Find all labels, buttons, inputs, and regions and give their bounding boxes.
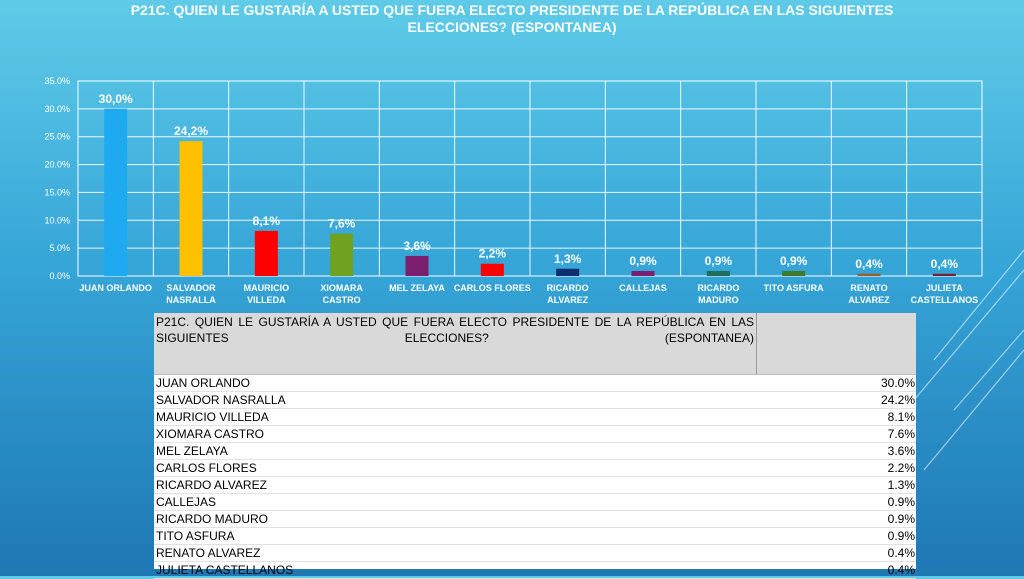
bar-layer bbox=[104, 108, 956, 276]
bar-chart: 0.0% 5.0% 10.0% 15.0% 20.0% 25.0% 30.0% 35.0% 30… bbox=[44, 76, 983, 305]
table-row: SALVADOR NASRALLA 24.2% bbox=[154, 392, 916, 409]
bar bbox=[706, 270, 730, 276]
row-percentage: 2.2% bbox=[887, 461, 915, 475]
table-row: RICARDO MADURO 0.9% bbox=[154, 511, 916, 528]
row-percentage: 0.9% bbox=[887, 529, 915, 543]
table-row: CARLOS FLORES 2.2% bbox=[154, 460, 916, 477]
y-tick-label: 30.0% bbox=[44, 104, 70, 114]
bar bbox=[782, 270, 806, 276]
category-label: NASRALLA bbox=[166, 295, 216, 305]
chart-title: P21C. QUIEN LE GUSTARÍA A USTED QUE FUER… bbox=[130, 2, 894, 35]
category-label: MAURICIO bbox=[244, 283, 290, 293]
data-label: 0,4% bbox=[855, 257, 883, 271]
table-header: P21C. QUIEN LE GUSTARÍA A USTED QUE FUER… bbox=[154, 313, 916, 375]
category-label: TITO ASFURA bbox=[764, 283, 824, 293]
label-layer: 0.0% 5.0% 10.0% 15.0% 20.0% 25.0% 30.0% 35.0% 30… bbox=[44, 76, 978, 305]
row-candidate-name: JUAN ORLANDO bbox=[156, 376, 251, 390]
bar bbox=[631, 270, 655, 276]
table-row: JUAN ORLANDO 30.0% bbox=[154, 375, 916, 392]
bar bbox=[254, 230, 278, 276]
table-row: CALLEJAS 0.9% bbox=[154, 494, 916, 511]
data-label: 0,9% bbox=[629, 254, 657, 268]
category-label: ALVAREZ bbox=[848, 295, 890, 305]
row-percentage: 0.9% bbox=[887, 495, 915, 509]
row-percentage: 3.6% bbox=[887, 444, 915, 458]
table-row: TITO ASFURA 0.9% bbox=[154, 528, 916, 545]
row-candidate-name: TITO ASFURA bbox=[156, 529, 235, 543]
bar bbox=[405, 255, 429, 276]
table-row: RENATO ALVAREZ 0.4% bbox=[154, 545, 916, 562]
category-label: MEL ZELAYA bbox=[389, 283, 445, 293]
category-label: CASTELLANOS bbox=[911, 295, 979, 305]
row-percentage: 0.4% bbox=[887, 546, 915, 560]
row-candidate-name: XIOMARA CASTRO bbox=[156, 427, 265, 441]
row-candidate-name: MAURICIO VILLEDA bbox=[156, 410, 269, 424]
row-candidate-name: JULIETA CASTELLANOS bbox=[156, 563, 294, 577]
data-label: 0,9% bbox=[705, 254, 733, 268]
category-label: RICARDO bbox=[697, 283, 739, 293]
row-candidate-name: MEL ZELAYA bbox=[156, 444, 228, 458]
data-label: 0,9% bbox=[780, 254, 808, 268]
y-tick-label: 10.0% bbox=[44, 215, 70, 225]
table-row: XIOMARA CASTRO 7.6% bbox=[154, 426, 916, 443]
category-label: CARLOS FLORES bbox=[454, 283, 531, 293]
y-tick-label: 25.0% bbox=[44, 132, 70, 142]
data-label: 8,1% bbox=[253, 214, 281, 228]
category-label: MADURO bbox=[698, 295, 739, 305]
bar bbox=[330, 233, 354, 276]
category-label: VILLEDA bbox=[247, 295, 286, 305]
category-label: RICARDO bbox=[547, 283, 589, 293]
row-percentage: 7.6% bbox=[887, 427, 915, 441]
data-label: 2,2% bbox=[479, 247, 507, 261]
row-candidate-name: SALVADOR NASRALLA bbox=[156, 393, 286, 407]
category-label: CALLEJAS bbox=[619, 283, 667, 293]
y-tick-label: 15.0% bbox=[44, 187, 70, 197]
y-tick-label: 20.0% bbox=[44, 160, 70, 170]
table-header-text: P21C. QUIEN LE GUSTARÍA A USTED QUE FUER… bbox=[156, 315, 754, 345]
category-label: JUAN ORLANDO bbox=[79, 283, 152, 293]
row-candidate-name: CALLEJAS bbox=[156, 495, 217, 509]
data-label: 0,4% bbox=[931, 257, 959, 271]
results-table: P21C. QUIEN LE GUSTARÍA A USTED QUE FUER… bbox=[154, 313, 916, 579]
category-label: CASTRO bbox=[323, 295, 361, 305]
data-label: 7,6% bbox=[328, 217, 356, 231]
bar bbox=[857, 273, 881, 276]
data-label: 30,0% bbox=[99, 92, 133, 106]
y-tick-label: 35.0% bbox=[44, 76, 70, 86]
row-percentage: 0.4% bbox=[887, 563, 915, 577]
row-percentage: 0.9% bbox=[887, 512, 915, 526]
bar bbox=[556, 268, 580, 276]
row-percentage: 24.2% bbox=[880, 393, 915, 407]
row-candidate-name: RENATO ALVAREZ bbox=[156, 546, 261, 560]
category-label: RENATO bbox=[850, 283, 887, 293]
row-candidate-name: RICARDO ALVAREZ bbox=[156, 478, 267, 492]
table-row: MEL ZELAYA 3.6% bbox=[154, 443, 916, 460]
y-tick-label: 0.0% bbox=[49, 271, 70, 281]
category-label: ALVAREZ bbox=[547, 295, 589, 305]
category-label: JULIETA bbox=[926, 283, 963, 293]
row-percentage: 30.0% bbox=[880, 376, 915, 390]
bar bbox=[179, 141, 203, 276]
category-label: XIOMARA bbox=[320, 283, 363, 293]
row-candidate-name: CARLOS FLORES bbox=[156, 461, 257, 475]
grid-layer bbox=[77, 80, 983, 277]
data-label: 24,2% bbox=[174, 124, 208, 138]
table-header-divider bbox=[756, 313, 757, 374]
table-rows: JUAN ORLANDO 30.0% SALVADOR NASRALLA 24.2% M… bbox=[154, 375, 916, 579]
row-candidate-name: RICARDO MADURO bbox=[156, 512, 269, 526]
row-percentage: 1.3% bbox=[887, 478, 915, 492]
category-label: SALVADOR bbox=[166, 283, 216, 293]
row-percentage: 8.1% bbox=[887, 410, 915, 424]
table-row: JULIETA CASTELLANOS 0.4% bbox=[154, 562, 916, 579]
data-label: 3,6% bbox=[403, 239, 431, 253]
bar bbox=[932, 273, 956, 276]
bar bbox=[104, 108, 128, 276]
y-tick-label: 5.0% bbox=[49, 243, 70, 253]
bar bbox=[480, 263, 504, 276]
table-row: RICARDO ALVAREZ 1.3% bbox=[154, 477, 916, 494]
data-label: 1,3% bbox=[554, 252, 582, 266]
decorative-lines bbox=[914, 249, 1024, 471]
table-row: MAURICIO VILLEDA 8.1% bbox=[154, 409, 916, 426]
